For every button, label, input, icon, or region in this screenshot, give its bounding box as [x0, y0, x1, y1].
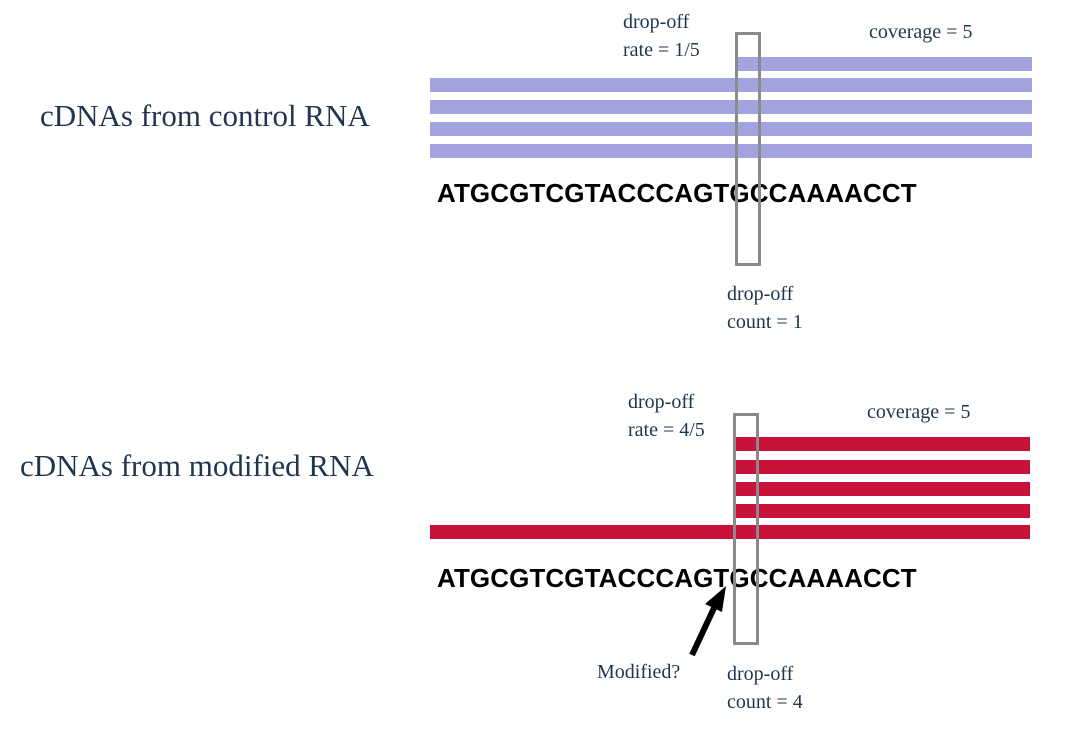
control-sequence: ATGCGTCGTACCCAGTGCCAAAACCT — [437, 178, 917, 208]
modified-read-1 — [735, 437, 1030, 451]
modified-dropoff-rate-line2: rate = 4/5 — [628, 419, 705, 441]
control-dropoff-window — [735, 32, 761, 266]
modified-read-2 — [735, 460, 1030, 474]
modified-read-5 — [430, 525, 1030, 539]
control-coverage-label: coverage = 5 — [869, 21, 973, 43]
control-read-4 — [430, 122, 1032, 136]
modified-annotation: Modified? — [597, 661, 681, 683]
control-panel-label: cDNAs from control RNA — [40, 98, 370, 133]
modified-dropoff-count-line1: drop-off — [727, 663, 794, 685]
modified-dropoff-rate-label: drop-off rate = 4/5 — [628, 388, 705, 444]
control-read-2 — [430, 78, 1032, 92]
control-dropoff-rate-label: drop-off rate = 1/5 — [623, 8, 700, 64]
control-read-5 — [430, 144, 1032, 158]
control-read-1 — [735, 57, 1032, 71]
modified-dropoff-rate-line1: drop-off — [628, 391, 695, 413]
modified-read-3 — [735, 482, 1030, 496]
modified-panel-label: cDNAs from modified RNA — [20, 448, 374, 483]
control-dropoff-count-label: drop-off count = 1 — [727, 280, 803, 336]
modified-dropoff-window — [733, 413, 759, 645]
modified-read-4 — [735, 504, 1030, 518]
modified-dropoff-count-line2: count = 4 — [727, 691, 803, 713]
control-dropoff-rate-line2: rate = 1/5 — [623, 39, 700, 61]
control-dropoff-count-line1: drop-off — [727, 283, 794, 305]
modified-dropoff-count-label: drop-off count = 4 — [727, 660, 803, 716]
control-read-3 — [430, 100, 1032, 114]
control-dropoff-rate-line1: drop-off — [623, 11, 690, 33]
modified-sequence: ATGCGTCGTACCCAGTGCCAAAACCT — [437, 563, 917, 593]
modified-coverage-label: coverage = 5 — [867, 401, 971, 423]
control-dropoff-count-line2: count = 1 — [727, 311, 803, 333]
